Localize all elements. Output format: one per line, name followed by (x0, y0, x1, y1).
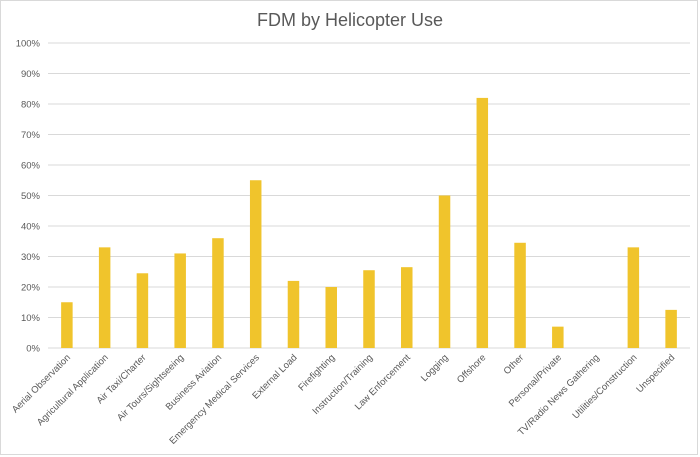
x-category-label: Offshore (455, 352, 488, 385)
bar-utilities-construction (627, 247, 640, 348)
bar-firefighting (325, 287, 337, 348)
y-tick-label: 100% (16, 39, 41, 50)
bar-instruction-training (363, 270, 375, 348)
y-tick-label: 10% (21, 313, 41, 324)
y-axis-tick-labels: 0% 10% 20% 30% 40% 50% 60% 70% 80% 90% 100% (16, 39, 41, 355)
bar-logging (438, 195, 451, 348)
y-tick-label: 50% (21, 191, 41, 202)
y-tick-label: 60% (21, 161, 41, 172)
bar-unspecified (665, 309, 677, 348)
x-category-label: Unspecified (634, 352, 677, 395)
bar-air-tours-sightseeing (174, 253, 186, 348)
y-tick-label: 30% (21, 252, 41, 263)
y-tick-label: 90% (21, 69, 41, 80)
bar-offshore (476, 97, 489, 349)
bar-agricultural-application (98, 247, 111, 348)
x-category-label: Air Tours/Sightseeing (115, 352, 186, 423)
chart-title: FDM by Helicopter Use (256, 10, 444, 30)
x-category-label: Logging (419, 352, 451, 384)
y-tick-label: 0% (26, 344, 40, 355)
x-category-label: Agricultural Application (35, 352, 111, 428)
bar-air-taxi-charter (136, 273, 149, 348)
y-tick-label: 20% (21, 283, 41, 294)
bar-other (514, 242, 526, 348)
y-tick-label: 80% (21, 100, 41, 111)
bar-external-load (287, 280, 300, 348)
bar-aerial-observation (61, 302, 73, 348)
y-tick-label: 70% (21, 130, 41, 141)
y-tick-label: 40% (21, 222, 41, 233)
bar-business-aviation (212, 238, 224, 348)
bar-law-enforcement (401, 267, 413, 348)
bar-emergency-medical-services (249, 180, 262, 348)
bars (61, 97, 677, 349)
x-category-label: Other (502, 352, 527, 377)
bar-personal-private (552, 326, 564, 348)
x-category-label: Utilities/Construction (570, 352, 639, 421)
